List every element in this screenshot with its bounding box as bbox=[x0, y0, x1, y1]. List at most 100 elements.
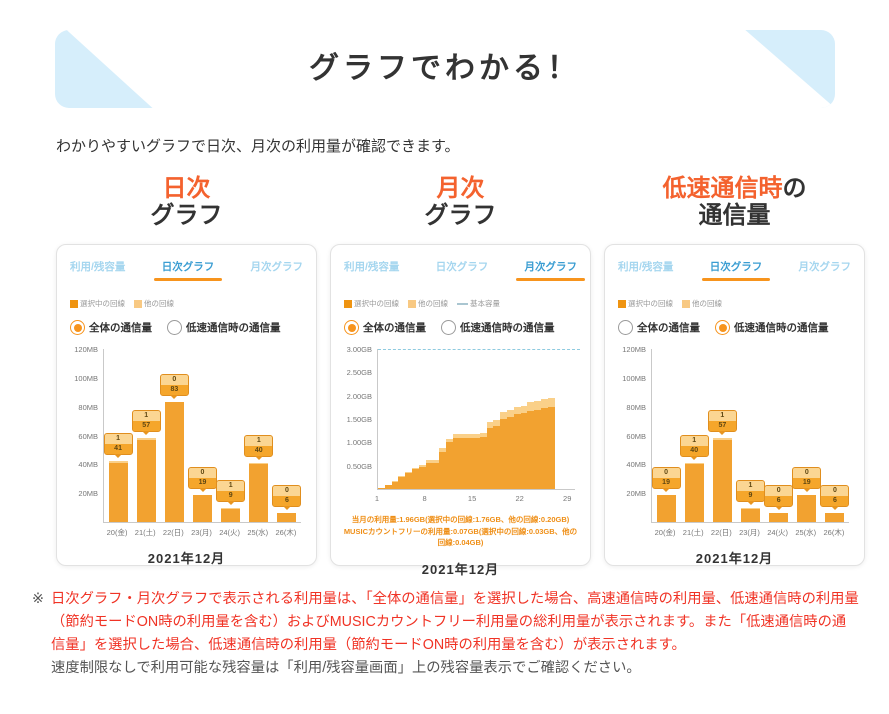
legend-square-icon bbox=[134, 300, 142, 308]
bar-selected-segment bbox=[221, 509, 240, 522]
usage-bar bbox=[713, 438, 732, 522]
page: グラフでわかる！ わかりやすいグラフで日次、月次の利用量が確認できます。 日次 … bbox=[0, 30, 889, 714]
tab-利用/残容量[interactable]: 利用/残容量 bbox=[70, 259, 125, 281]
radio-option[interactable]: 全体の通信量 bbox=[70, 320, 152, 335]
radio-option[interactable]: 低速通信時の通信量 bbox=[441, 320, 555, 335]
chart-legend: 選択中の回線他の回線 bbox=[618, 298, 854, 309]
tab-日次グラフ[interactable]: 日次グラフ bbox=[436, 259, 489, 281]
heading-accent: 月次 bbox=[437, 175, 485, 202]
x-tick-label: 24(火) bbox=[216, 527, 244, 538]
app-screenshot-card: 利用/残容量日次グラフ月次グラフ 選択中の回線他の回線基本容量 全体の通信量低速… bbox=[330, 244, 591, 566]
radio-option[interactable]: 低速通信時の通信量 bbox=[715, 320, 829, 335]
x-tick-label: 20(金) bbox=[103, 527, 131, 538]
tab-月次グラフ[interactable]: 月次グラフ bbox=[524, 259, 577, 281]
radio-group: 全体の通信量低速通信時の通信量 bbox=[344, 320, 580, 335]
badge-selected-value: 57 bbox=[133, 421, 160, 431]
radio-selected-icon[interactable] bbox=[344, 320, 359, 335]
footnote-marker: ※ bbox=[32, 588, 44, 681]
y-tick-label: 3.00GB bbox=[347, 345, 372, 354]
usage-bar bbox=[109, 461, 128, 522]
radio-unselected-icon[interactable] bbox=[441, 320, 456, 335]
heading-suffix: の bbox=[783, 175, 807, 202]
tab-利用/残容量[interactable]: 利用/残容量 bbox=[618, 259, 673, 281]
bar-selected-segment bbox=[193, 495, 212, 522]
bar-selected-segment bbox=[825, 513, 844, 522]
area-selected-segment bbox=[548, 407, 555, 489]
footnote: ※ 日次グラフ・月次グラフで表示される利用量は、「全体の通信量」を選択した場合、… bbox=[32, 588, 860, 681]
footnote-red-text: 日次グラフ・月次グラフで表示される利用量は、「全体の通信量」を選択した場合、高速… bbox=[51, 591, 859, 653]
usage-bar bbox=[221, 508, 240, 522]
x-tick-label: 26(木) bbox=[820, 527, 848, 538]
badge-other-value: 0 bbox=[793, 468, 820, 478]
app-screenshot-card: 利用/残容量 日次グラフ 月次グラフ 選択中の回線他の回線 全体の通信量 低速通信時の… bbox=[604, 244, 865, 566]
badge-selected-value: 6 bbox=[273, 496, 300, 506]
legend-item: 他の回線 bbox=[408, 298, 448, 309]
base-capacity-line bbox=[378, 349, 580, 350]
badge-selected-value: 40 bbox=[681, 446, 708, 456]
daily-graph-section: 日次 グラフ 利用/残容量 日次グラフ 月次グラフ 選択中の回線 他の回線 全体の通信… bbox=[56, 176, 317, 566]
x-tick-label: 15 bbox=[465, 494, 479, 503]
x-tick-label: 22(日) bbox=[159, 527, 187, 538]
heading-line2: 通信量 bbox=[604, 203, 865, 230]
x-tick-label: 21(土) bbox=[131, 527, 159, 538]
legend-item: 他の回線 bbox=[134, 298, 174, 309]
y-tick-label: 1.50GB bbox=[347, 415, 372, 424]
summary-line-1: 当月の利用量:1.96GB(選択中の回線:1.76GB、他の回線:0.20GB) bbox=[343, 514, 578, 526]
tab-月次グラフ[interactable]: 月次グラフ bbox=[250, 259, 303, 281]
x-tick-label: 8 bbox=[418, 494, 432, 503]
tab-日次グラフ[interactable]: 日次グラフ bbox=[710, 259, 763, 281]
month-label: 2021年12月 bbox=[341, 559, 580, 578]
legend-line-icon bbox=[457, 303, 468, 305]
radio-label: 低速通信時の通信量 bbox=[734, 320, 829, 335]
radio-group: 全体の通信量 低速通信時の通信量 bbox=[70, 320, 306, 335]
tab-bar: 利用/残容量 日次グラフ 月次グラフ bbox=[67, 259, 306, 281]
badge-other-value: 1 bbox=[105, 434, 132, 444]
legend-label: 他の回線 bbox=[144, 298, 174, 309]
tab-日次グラフ[interactable]: 日次グラフ bbox=[162, 259, 215, 281]
month-label: 2021年12月 bbox=[615, 548, 854, 567]
legend-square-icon bbox=[70, 300, 78, 308]
badge-other-value: 0 bbox=[273, 486, 300, 496]
radio-option[interactable]: 全体の通信量 bbox=[618, 320, 700, 335]
badge-selected-value: 19 bbox=[653, 478, 680, 488]
radio-option[interactable]: 全体の通信量 bbox=[344, 320, 426, 335]
area-day-bar bbox=[548, 398, 555, 489]
badge-other-value: 0 bbox=[161, 375, 188, 385]
bar-selected-segment bbox=[713, 440, 732, 522]
heading-line2: グラフ bbox=[56, 203, 317, 230]
radio-option[interactable]: 低速通信時の通信量 bbox=[167, 320, 281, 335]
radio-label: 全体の通信量 bbox=[89, 320, 152, 335]
tab-月次グラフ[interactable]: 月次グラフ bbox=[798, 259, 851, 281]
radio-selected-icon[interactable] bbox=[70, 320, 85, 335]
heading-line1: 月次 bbox=[330, 176, 591, 203]
radio-selected-icon[interactable] bbox=[715, 320, 730, 335]
tab-利用/残容量[interactable]: 利用/残容量 bbox=[344, 259, 399, 281]
radio-unselected-icon[interactable] bbox=[618, 320, 633, 335]
legend-item: 選択中の回線 bbox=[70, 298, 125, 309]
y-tick-label: 20MB bbox=[626, 489, 646, 498]
heading-accent: 低速通信時 bbox=[663, 175, 783, 202]
y-tick-label: 60MB bbox=[78, 432, 98, 441]
bar-selected-segment bbox=[277, 513, 296, 522]
radio-label: 低速通信時の通信量 bbox=[186, 320, 281, 335]
summary-line-2: MUSICカウントフリーの利用量:0.07GB(選択中の回線:0.03GB、他の… bbox=[343, 526, 578, 549]
y-tick-label: 2.00GB bbox=[347, 392, 372, 401]
radio-unselected-icon[interactable] bbox=[167, 320, 182, 335]
x-tick-label: 24(火) bbox=[764, 527, 792, 538]
badge-other-value: 0 bbox=[765, 486, 792, 496]
usage-bar bbox=[769, 513, 788, 522]
badge-selected-value: 19 bbox=[793, 478, 820, 488]
legend-label: 選択中の回線 bbox=[80, 298, 125, 309]
legend-label: 選択中の回線 bbox=[628, 298, 673, 309]
section-heading: 日次 グラフ bbox=[56, 176, 317, 232]
badge-other-value: 0 bbox=[821, 486, 848, 496]
